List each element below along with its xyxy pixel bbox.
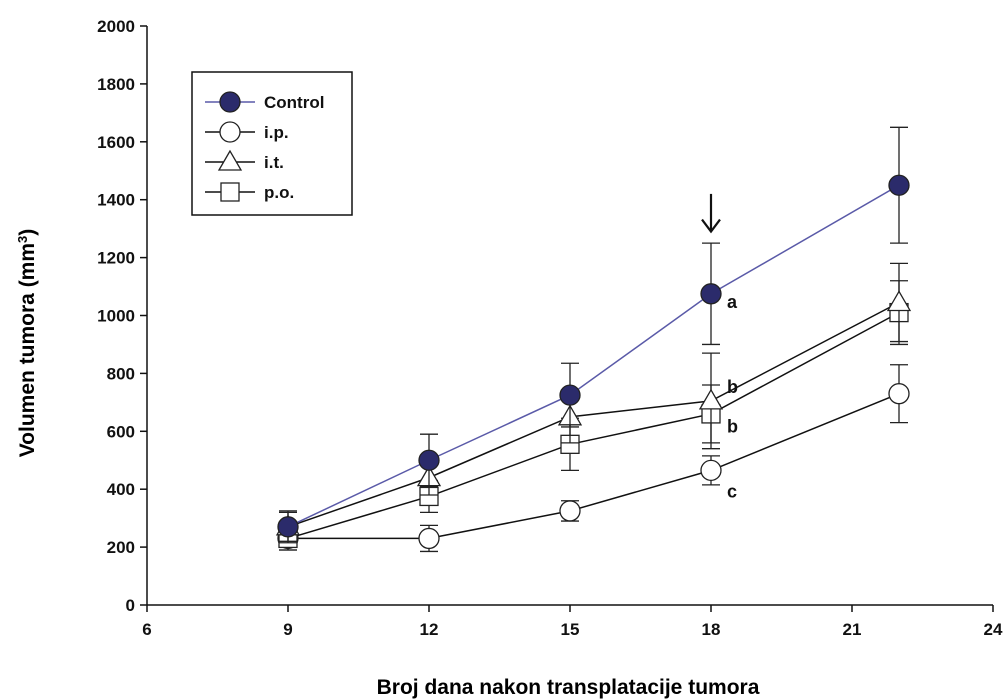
- y-tick-label: 1400: [97, 191, 135, 210]
- y-tick-label: 400: [107, 480, 135, 499]
- data-point: [418, 527, 440, 550]
- x-axis-label: Broj dana nakon transplatacije tumora: [377, 676, 760, 699]
- y-tick-label: 2000: [97, 17, 135, 36]
- y-axis-label-main: Volumen tumora (mm: [16, 243, 39, 457]
- annotation-label: b: [727, 416, 738, 436]
- legend-marker: [219, 91, 241, 113]
- y-axis-label: Volumen tumora (mm3): [15, 229, 39, 458]
- legend-item: Control: [205, 91, 324, 113]
- down-arrow-icon: [701, 193, 721, 234]
- data-point: [559, 500, 581, 522]
- series-po: [278, 280, 909, 551]
- series-it: [275, 262, 912, 542]
- legend: Control i.p. i.t. p.o.: [191, 71, 353, 216]
- x-tick-label: 12: [420, 620, 439, 639]
- series-layer: [275, 126, 912, 553]
- series-line: [288, 392, 900, 540]
- series-ip: [277, 364, 910, 553]
- legend-marker: [217, 149, 243, 171]
- y-tick-label: 1000: [97, 307, 135, 326]
- legend-marker: [220, 182, 240, 202]
- y-tick-label: 1800: [97, 75, 135, 94]
- y-tick-label: 200: [107, 538, 135, 557]
- x-tick-label: 9: [283, 620, 292, 639]
- data-point: [698, 388, 724, 410]
- annotation-label: c: [727, 481, 737, 501]
- y-tick-label: 800: [107, 364, 135, 383]
- x-tick-label: 24: [984, 620, 1003, 639]
- data-point: [700, 283, 722, 305]
- legend-label: i.t.: [264, 153, 284, 172]
- y-tick-label: 600: [107, 422, 135, 441]
- x-tick-label: 21: [843, 620, 862, 639]
- series-control: [277, 126, 910, 544]
- x-tick-label: 6: [142, 620, 151, 639]
- annotation-label: b: [727, 377, 738, 397]
- series-line: [287, 301, 900, 528]
- x-tick-label: 18: [702, 620, 721, 639]
- arrow-head: [701, 218, 721, 234]
- legend-item: i.t.: [205, 149, 284, 172]
- data-point: [700, 459, 722, 482]
- legend-box: [191, 71, 353, 216]
- legend-label: Control: [264, 93, 324, 112]
- legend-label: i.p.: [264, 123, 289, 142]
- data-point: [277, 516, 299, 538]
- data-point: [888, 383, 910, 405]
- annotation-layer: a bb c: [701, 193, 738, 501]
- axes: 6 9 12 15 18 21 24 0 200 400 600 800 1000 1200 1400 160…: [97, 17, 1003, 639]
- y-tick-label: 0: [126, 596, 135, 615]
- y-tick-label: 1200: [97, 249, 135, 268]
- data-point: [886, 290, 912, 312]
- y-axis-label-sup: 3: [15, 236, 30, 243]
- data-point: [418, 449, 440, 471]
- legend-label: p.o.: [264, 183, 294, 202]
- annotation-label: a: [727, 292, 738, 312]
- legend-marker: [219, 121, 241, 143]
- legend-item: i.p.: [205, 121, 289, 143]
- legend-item: p.o.: [205, 182, 294, 202]
- data-point: [559, 384, 581, 406]
- data-point: [888, 174, 910, 196]
- series-line: [287, 184, 900, 528]
- x-tick-label: 15: [561, 620, 580, 639]
- y-axis-label-close: ): [16, 229, 39, 236]
- y-tick-label: 1600: [97, 133, 135, 152]
